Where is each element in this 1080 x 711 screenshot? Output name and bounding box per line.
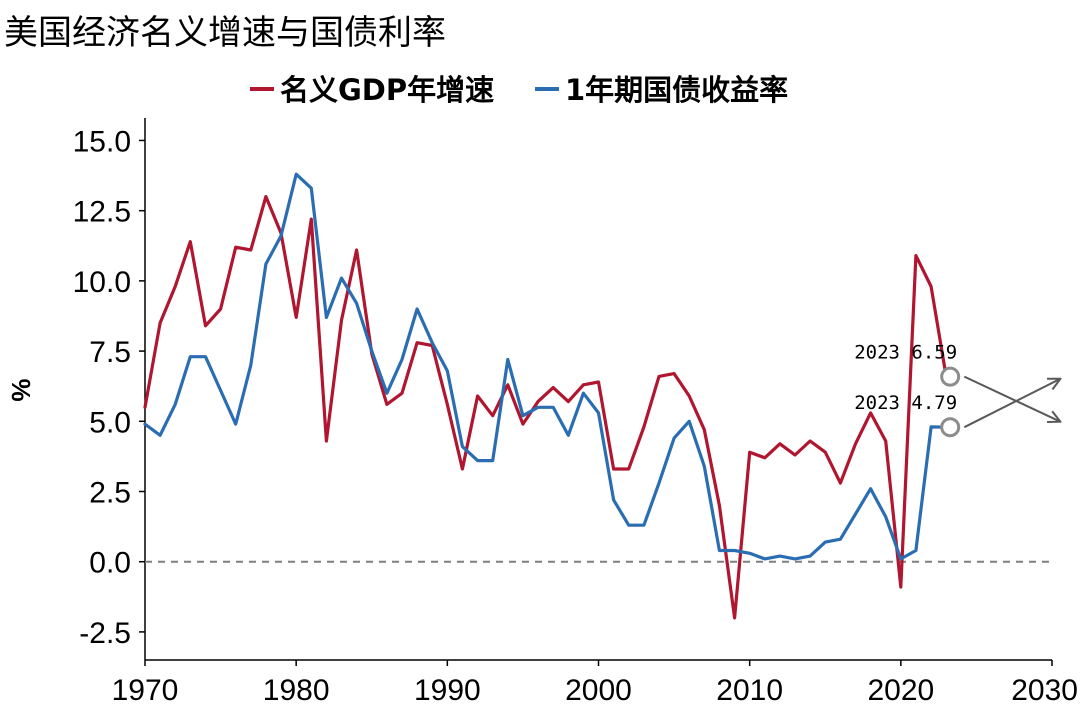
legend-label-gdp: 名义GDP年增速 [280,73,494,107]
series-line-yield [143,172,948,561]
chart-title: 美国经济名义增速与国债利率 [4,13,446,53]
y-tick-label: 10.0 [73,266,131,299]
plot-area: -2.5 0.0 2.5 5.0 7.5 10.0 12.5 15.0 1970 1980 1990… [73,118,1078,707]
annotation-label-yield: 2023 4.79 [854,392,957,414]
x-tick-label: 2010 [716,674,783,707]
annotation-marker-yield [940,417,961,438]
x-tick-label: 1990 [414,674,481,707]
annotation-label-gdp: 2023 6.59 [854,342,957,364]
legend: 名义GDP年增速 1年期国债收益率 [250,73,788,107]
y-tick-label: 0.0 [89,547,131,580]
annotation-marker-gdp [940,366,961,387]
y-tick-label: 2.5 [89,477,131,510]
x-tick-label: 1980 [263,674,330,707]
series-line-gdp [143,195,948,620]
x-tick-label: 2020 [867,674,934,707]
y-tick-label: 7.5 [89,336,131,369]
y-tick-label: 15.0 [73,125,131,158]
y-axis-label: % [6,378,36,401]
y-tick-label: -2.5 [79,617,131,650]
x-tick-label: 2000 [565,674,632,707]
y-tick-label: 12.5 [73,196,131,229]
trend-arrow-1 [963,379,1059,429]
trend-arrow-2 [963,375,1059,422]
x-tick-label: 1970 [112,674,179,707]
y-tick-label: 5.0 [89,406,131,439]
x-tick-label: 2030 [1011,674,1078,707]
legend-label-yield: 1年期国债收益率 [565,73,788,107]
